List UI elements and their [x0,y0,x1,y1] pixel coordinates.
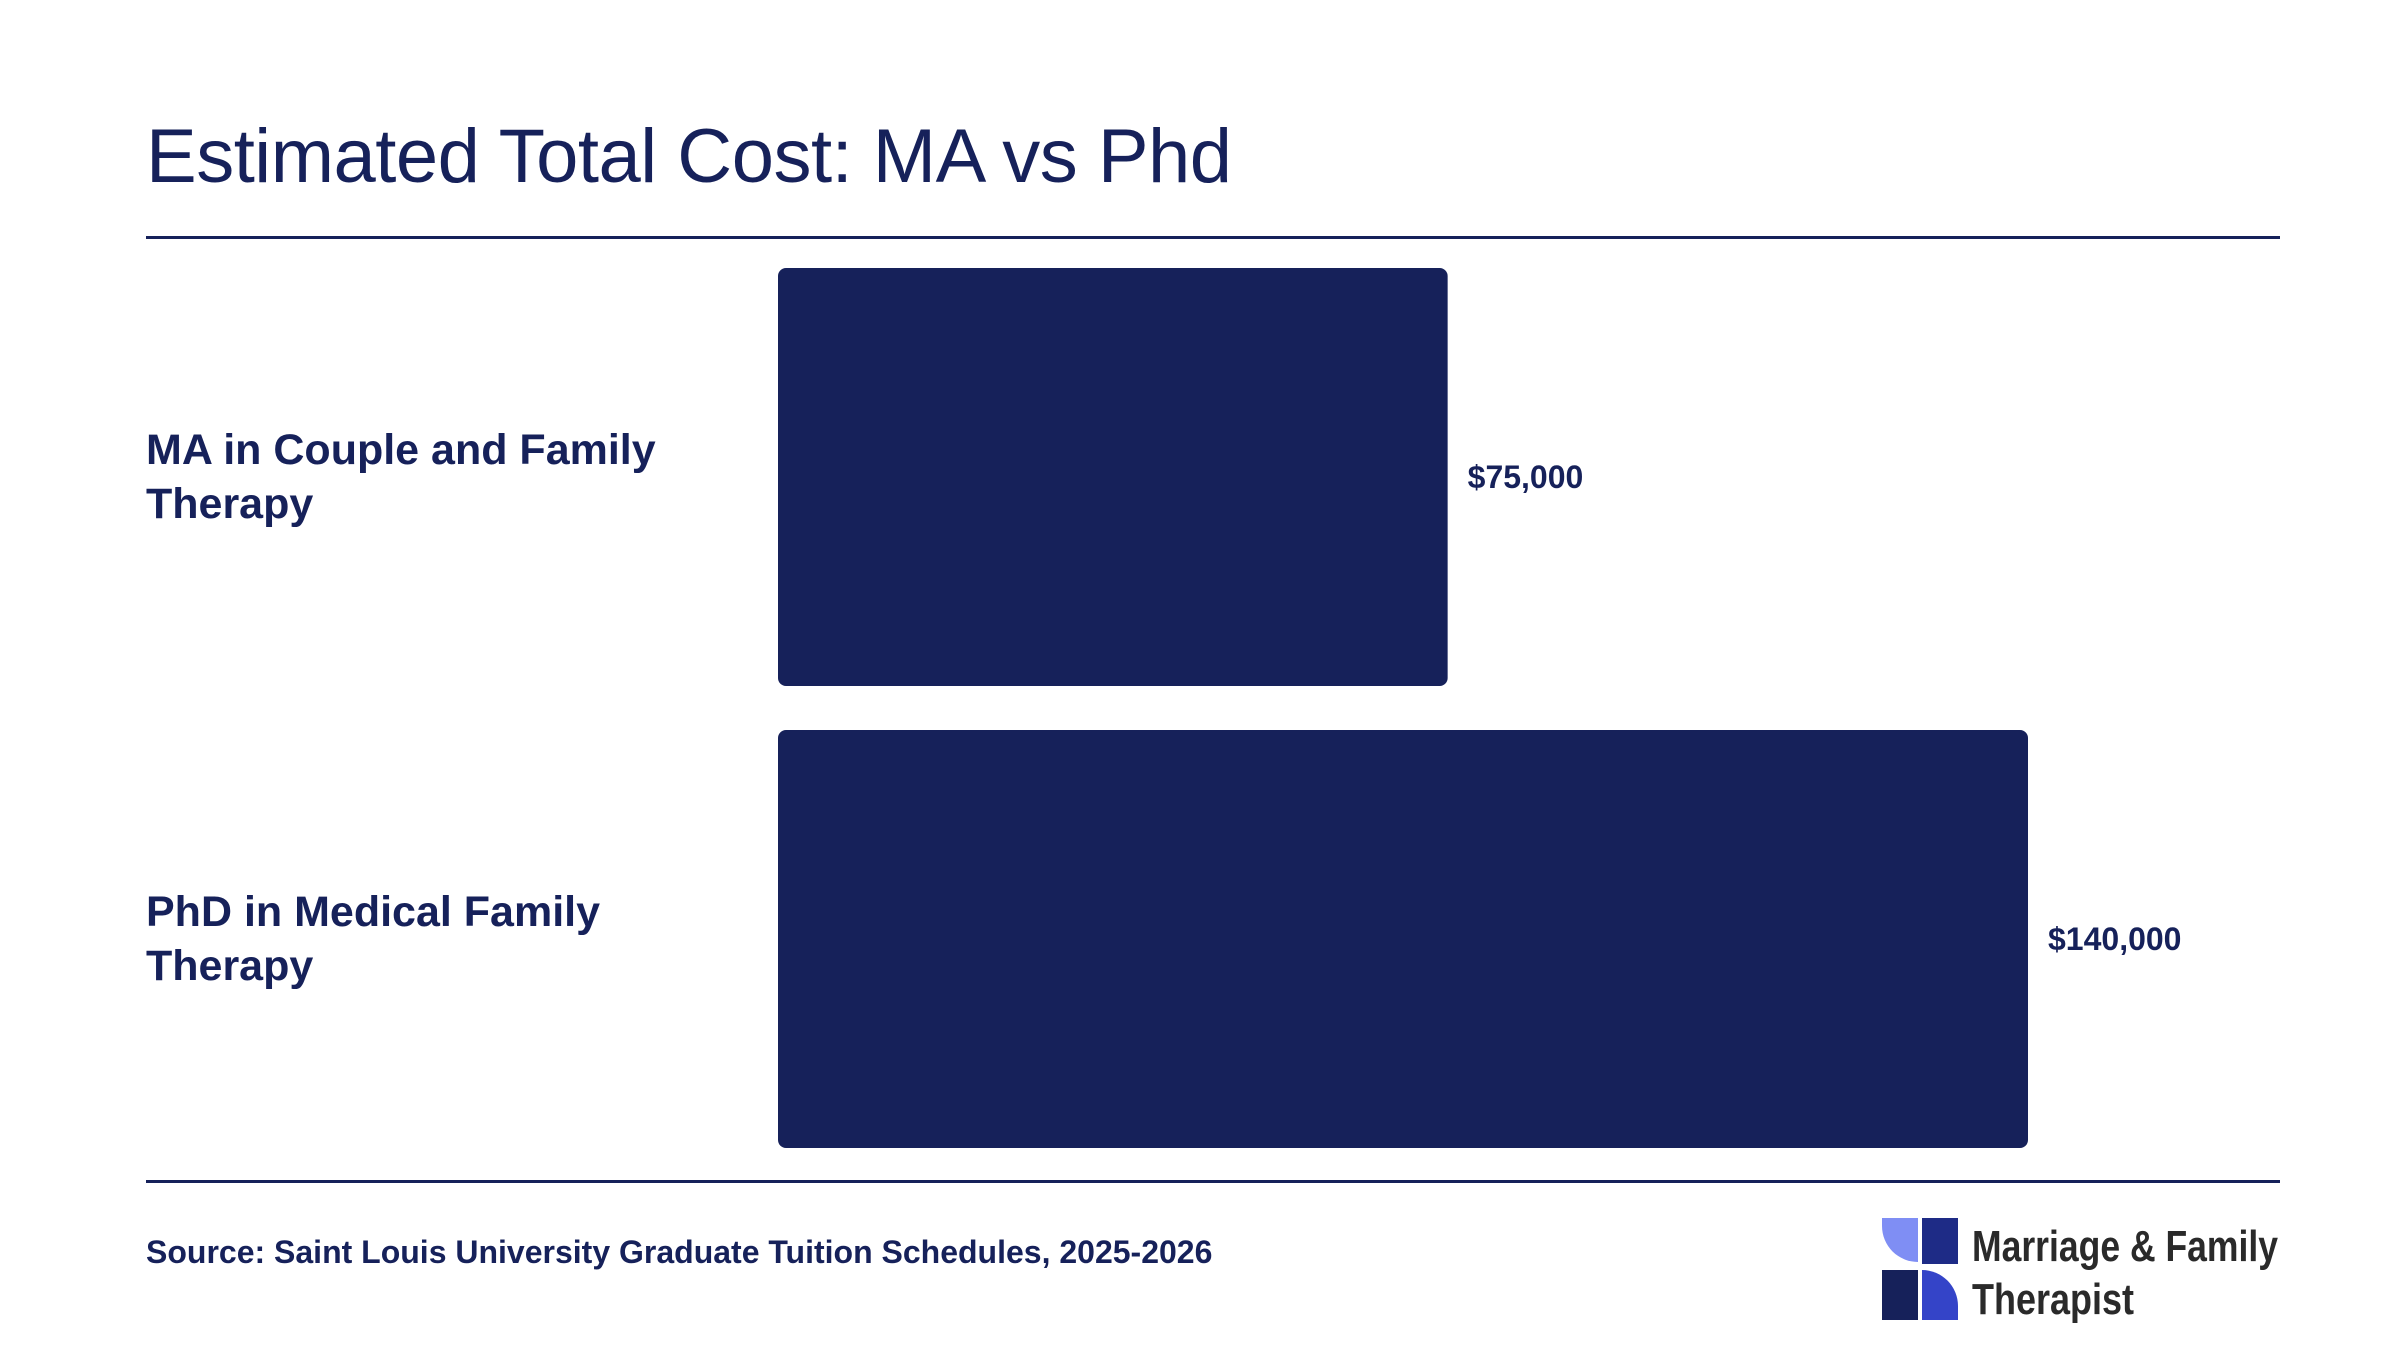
bottom-divider [146,1180,2280,1183]
value-label-1: $75,000 [1467,459,1584,495]
logo-petal-bottom-right [1922,1270,1958,1320]
logo-petal-top-right [1922,1218,1958,1264]
logo-line-1: Marriage & Family [1972,1222,2278,1271]
category-label-line: PhD in Medical Family [146,888,600,936]
category-label-line: Therapy [146,942,314,990]
value-label-2: $140,000 [2048,921,2182,957]
logo-petal-bottom-left [1882,1270,1918,1320]
top-divider [146,236,2280,239]
source-note: Source: Saint Louis University Graduate … [146,1234,1213,1270]
chart-title: Estimated Total Cost: MA vs Phd [146,114,1232,199]
bar-1 [778,268,1448,686]
category-label-line: Therapy [146,480,314,528]
bar-2 [778,730,2028,1148]
category-label-2: PhD in Medical Family Therapy [146,885,706,993]
category-label-1: MA in Couple and Family Therapy [146,423,706,531]
brand-logo: Marriage & Family Therapist [1882,1218,2278,1324]
logo-line-2: Therapist [1972,1275,2134,1324]
category-label-line: MA in Couple and Family [146,426,656,474]
pinwheel-icon [1882,1218,1958,1320]
logo-petal-top-left [1882,1218,1918,1262]
